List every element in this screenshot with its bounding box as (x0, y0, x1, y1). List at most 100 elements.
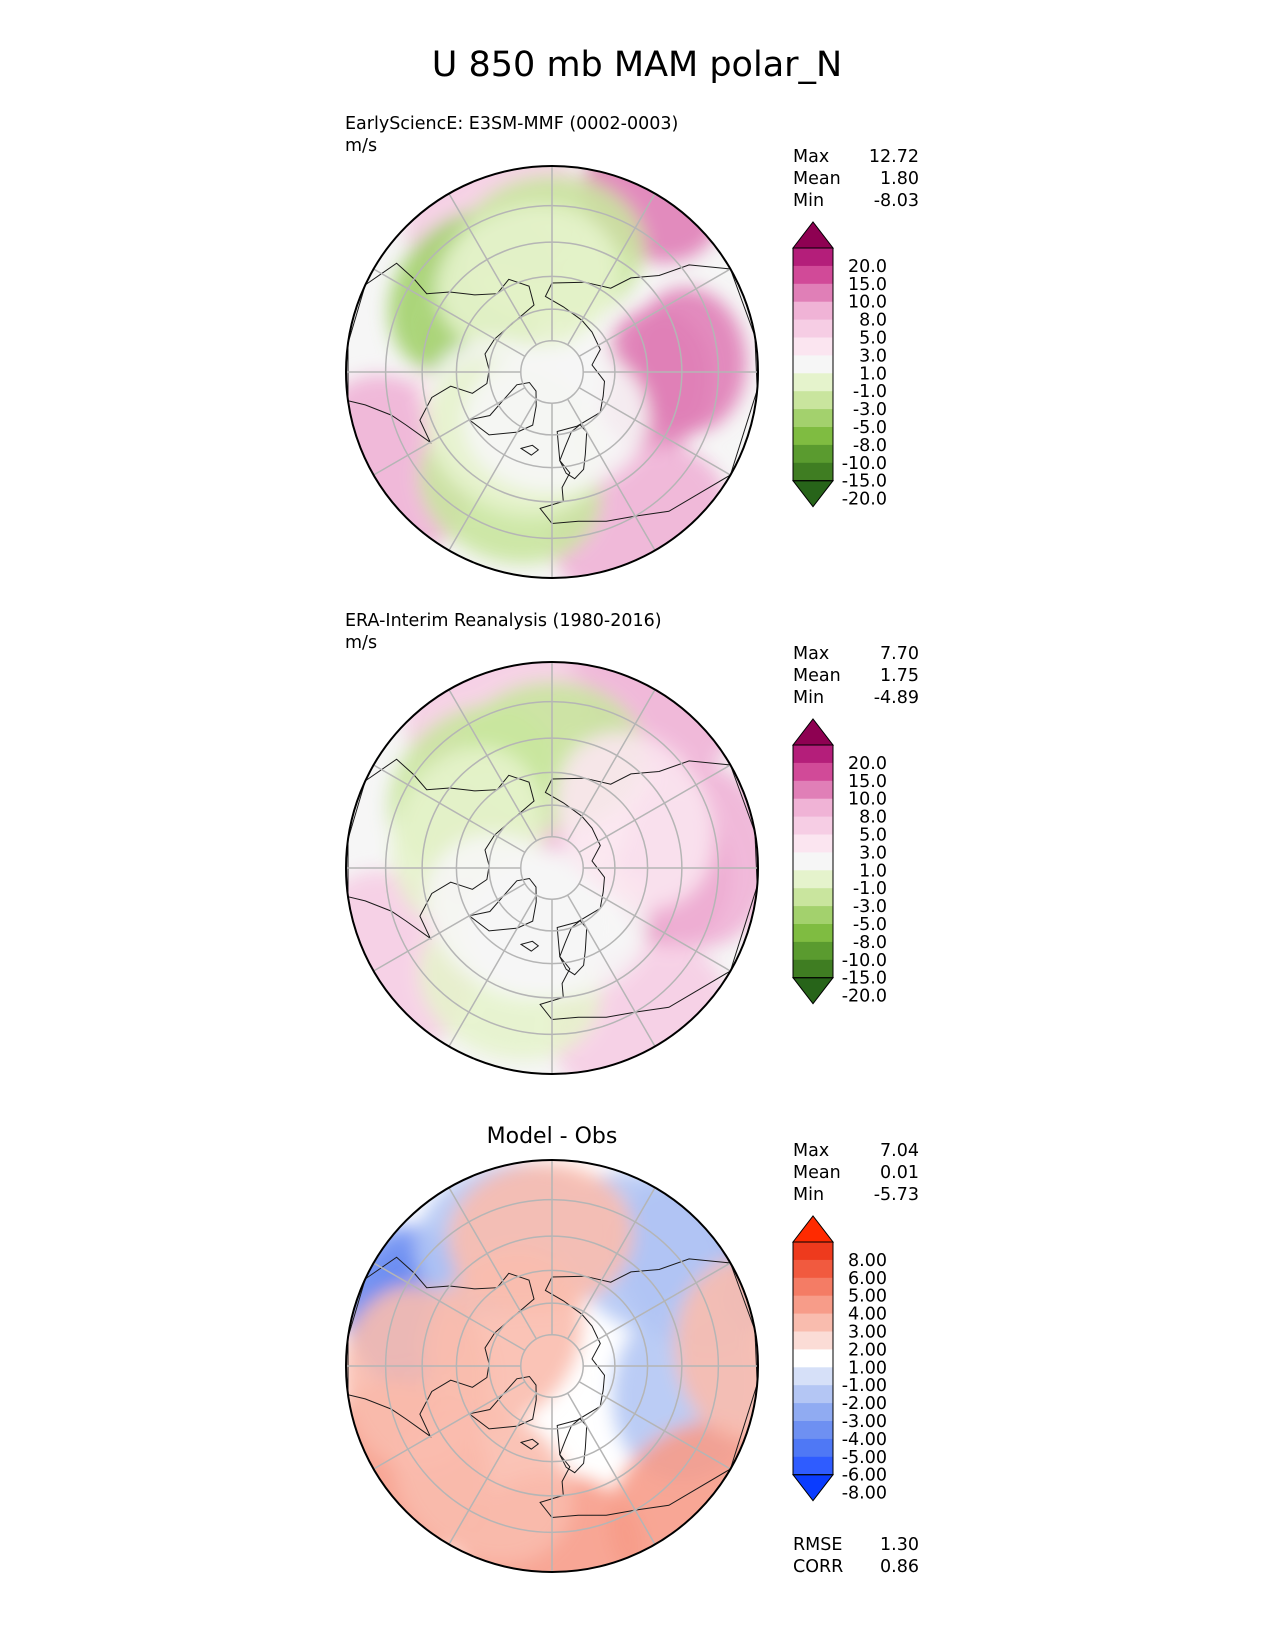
colorbar-segment-4 (793, 319, 833, 338)
panel-units-obs: m/s (345, 633, 377, 653)
stat-value-max: 12.72 (869, 147, 919, 167)
coastline-eurasia (539, 264, 758, 525)
field-layer (346, 1160, 758, 1572)
colorbar-segment-1 (793, 1259, 833, 1279)
colorbar-top-arrow (791, 1215, 835, 1243)
colorbar-segment-3 (793, 301, 833, 321)
colorbar-segment-11 (793, 444, 833, 464)
colorbar-segment-9 (793, 409, 833, 428)
colorbar-segment-12 (793, 959, 833, 979)
colorbar-tick-label: 3.00 (848, 1323, 887, 1343)
colorbar-segment-8 (793, 391, 833, 410)
colorbar-tick-label: 2.00 (848, 1340, 887, 1360)
stat-value-mean: 0.01 (880, 1163, 919, 1183)
colorbar-tick-label: 1.0 (859, 364, 887, 384)
colorbar-top-arrow (791, 221, 835, 249)
lon-line-300 (373, 882, 526, 972)
stat-value-max: 7.70 (880, 644, 919, 664)
graticule (346, 662, 758, 1074)
colorbar-segment-2 (793, 780, 833, 800)
colorbar-segment-0 (793, 1242, 833, 1261)
colorbar-tick-label: -2.00 (842, 1394, 887, 1414)
panel-units-model: m/s (345, 136, 377, 156)
colorbar-tick-label: 8.00 (848, 1251, 887, 1271)
colorbar-segment-7 (793, 870, 833, 889)
colorbar-tick-label: -3.00 (842, 1412, 887, 1432)
colorbar-bottom-arrow (791, 480, 835, 508)
colorbar-tick-label: -3.0 (853, 897, 887, 917)
map-area (346, 662, 758, 1074)
colorbar-top-arrow (791, 718, 835, 746)
lon-line-240 (373, 1262, 526, 1352)
colorbar: 20.015.010.08.05.03.01.0-1.0-3.0-5.0-8.0… (791, 221, 887, 510)
lon-line-330 (448, 398, 538, 551)
colorbar-segment-9 (793, 906, 833, 925)
graticule (346, 166, 758, 578)
lon-line-60 (578, 1380, 731, 1470)
colorbar-segment-1 (793, 265, 833, 285)
lon-line-120 (578, 1262, 731, 1352)
stat-value-mean: 1.80 (880, 169, 919, 189)
colorbar-segment-1 (793, 762, 833, 782)
panel-obs: ERA-Interim Reanalysis (1980-2016) m/s M… (345, 611, 919, 1075)
panel-model: EarlySciencE: E3SM-MMF (0002-0003) m/s M… (345, 114, 919, 579)
coastline-scandinavia (559, 920, 588, 976)
colorbar-tick-label: -8.0 (853, 436, 887, 456)
stat-value-min: -5.73 (874, 1185, 919, 1205)
lon-line-120 (578, 268, 731, 358)
colorbar-segment-6 (793, 355, 833, 374)
colorbar-segment-0 (793, 745, 833, 764)
stat-value-mean: 1.75 (880, 666, 919, 686)
colorbar-segment-7 (793, 373, 833, 392)
colorbar-tick-label: -20.0 (842, 490, 887, 510)
colorbar-tick-label: 5.00 (848, 1287, 887, 1307)
stat-label-min: Min (793, 1185, 824, 1205)
stat-label-max: Max (793, 1141, 829, 1161)
colorbar-segment-3 (793, 798, 833, 818)
coastline-scandinavia (559, 424, 588, 480)
stat-label-mean: Mean (793, 666, 841, 686)
colorbar-segment-12 (793, 1456, 833, 1476)
colorbar-tick-label: 15.0 (848, 275, 887, 295)
coastline-iceland (519, 444, 540, 456)
colorbar-tick-label: -1.0 (853, 879, 887, 899)
colorbar-frame (792, 247, 834, 482)
colorbar-tick-label: -20.0 (842, 987, 887, 1007)
colorbar-segment-11 (793, 941, 833, 961)
corr-label: CORR (793, 1557, 843, 1577)
colorbar-segment-8 (793, 888, 833, 907)
colorbar-segment-0 (793, 248, 833, 267)
stat-label-mean: Mean (793, 169, 841, 189)
colorbar-tick-label: -6.00 (842, 1466, 887, 1486)
colorbar-tick-label: 5.0 (859, 826, 887, 846)
map-area (346, 166, 758, 578)
colorbar-segment-6 (793, 852, 833, 871)
colorbar-tick-label: 8.0 (859, 808, 887, 828)
map-border (345, 1159, 759, 1573)
colorbar-tick-label: -10.0 (842, 454, 887, 474)
coastline-eurasia (539, 760, 758, 1021)
colorbar-segment-6 (793, 1349, 833, 1368)
colorbar-segment-10 (793, 1421, 833, 1440)
colorbar-segment-4 (793, 1313, 833, 1332)
coastline-iceland (519, 1438, 540, 1450)
lon-line-30 (566, 398, 656, 551)
map-border (345, 661, 759, 1075)
stat-value-min: -8.03 (874, 191, 919, 211)
colorbar-frame (792, 1241, 834, 1476)
colorbar-tick-label: -8.0 (853, 933, 887, 953)
colorbar-frame (792, 744, 834, 979)
colorbar-tick-label: 10.0 (848, 790, 887, 810)
lon-line-210 (448, 193, 538, 346)
map-area (346, 1160, 758, 1572)
colorbar-segment-2 (793, 1277, 833, 1297)
lon-line-300 (373, 386, 526, 476)
colorbar-tick-label: -5.00 (842, 1448, 887, 1468)
map-border (345, 165, 759, 579)
stat-label-min: Min (793, 688, 824, 708)
colorbar-tick-label: -4.00 (842, 1430, 887, 1450)
field-blob-1 (630, 287, 747, 433)
colorbar-tick-label: -15.0 (842, 969, 887, 989)
lon-line-240 (373, 268, 526, 358)
panel-title-diff: Model - Obs (487, 1124, 618, 1149)
